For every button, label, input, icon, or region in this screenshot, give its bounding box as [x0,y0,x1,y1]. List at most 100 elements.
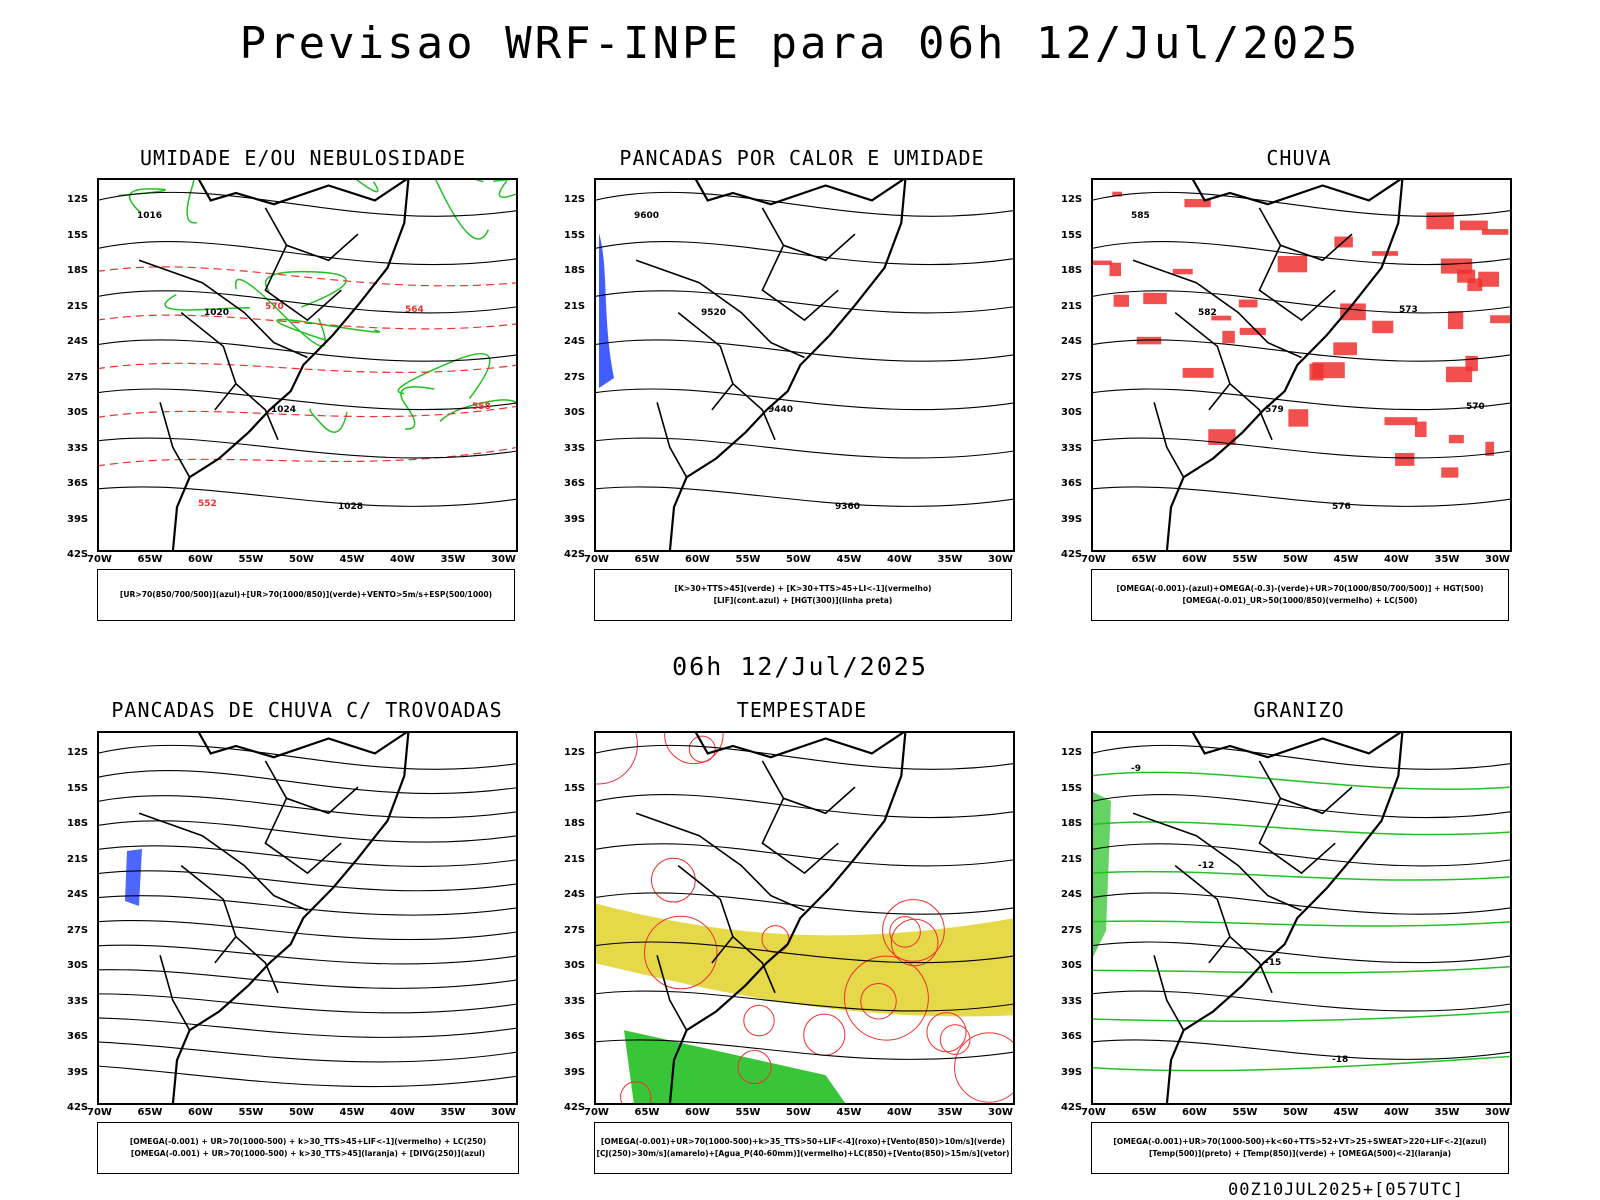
temp850-contour [1091,920,1512,927]
thickness-contour [97,314,518,330]
lat-tick-label: 24S [67,336,89,347]
contour-label: -15 [1265,958,1281,968]
pressure-contour [97,795,518,819]
lon-tick-label: 60W [1182,554,1207,565]
streamline [743,1004,775,1037]
lon-tick-label: 50W [786,554,811,565]
lon-tick-label: 45W [339,1107,365,1118]
lat-tick-label: 12S [564,747,586,758]
contour-label: -12 [1198,861,1214,871]
map-panel-granizo: -9 -12 -15 -18 [1091,731,1512,1105]
humidity-contour [264,270,347,308]
lon-tick-label: 60W [188,554,213,565]
pressure-contour [594,388,1015,411]
precip-cell [1172,268,1193,275]
jet-stream-area [594,903,1015,1017]
panel-title-pancadas-trovoadas: PANCADAS DE CHUVA C/ TROVOADAS [111,698,503,722]
lat-tick-label: 33S [1061,442,1083,454]
map-content: -9 -12 -15 -18 [1091,731,1512,1105]
map-frame [1091,178,1512,552]
pressure-contour [97,241,518,266]
lat-tick-label: 36S [67,1031,89,1042]
streamline [688,735,716,763]
lon-tick-label: 30W [988,1107,1013,1118]
model-run-label: 00Z10JUL2025+[057UTC] [1228,1180,1464,1200]
lat-tick-label: 42S [564,1102,586,1113]
coastline [171,178,410,552]
pressure-contour [1091,1039,1512,1060]
lon-tick-label: 55W [1232,554,1258,565]
lat-tick-label: 30S [564,407,586,418]
precip-cell [1414,421,1427,438]
lat-tick-label: 39S [67,513,89,525]
lat-tick-label: 36S [564,478,586,489]
divergence-area [125,849,142,906]
temp850-contour [1091,771,1512,790]
lat-tick-label: 36S [564,1031,586,1042]
contour-label: 552 [198,499,217,509]
lon-tick-label: 35W [937,1107,963,1118]
lat-tick-label: 12S [564,194,586,205]
panel-title-granizo: GRANIZO [1253,698,1345,722]
lat-tick-label: 21S [67,853,89,865]
lon-tick-label: 55W [238,1107,264,1118]
legend-line: [UR>70(850/700/500)](azul)+[UR>70(1000/8… [119,590,493,599]
precip-cell [1372,320,1394,334]
contour-label: 9520 [701,308,726,318]
humidity-contour [400,386,435,430]
humidity-contour [234,278,326,347]
legend-tempestade: [OMEGA(-0.001)+UR>70(1000-500)+k>35_TTS>… [594,1122,1012,1174]
humidity-contour [493,178,518,198]
temp850-contour [1091,1055,1512,1072]
map-background [1091,178,1512,552]
lat-tick-label: 39S [564,513,586,525]
lat-tick-label: 27S [564,371,586,383]
lon-tick-label: 50W [1283,1107,1308,1118]
pressure-contour [594,794,1015,819]
pressure-contour [1091,191,1512,217]
country-borders [635,207,856,478]
lat-tick-label: 30S [1061,407,1083,418]
precip-cell [1465,355,1478,372]
lon-tick-label: 40W [887,554,912,565]
pressure-contour [97,944,518,965]
page-title: Previsao WRF-INPE para 06h 12/Jul/2025 [239,18,1361,69]
precip-cell [1441,467,1459,478]
contour-label: 1028 [338,502,363,512]
humidity-contour [186,178,198,224]
lon-tick-label: 65W [137,1107,163,1118]
precip-cell [1239,327,1266,336]
lat-tick-label: 42S [564,549,586,560]
lat-tick-label: 42S [1061,549,1083,560]
precip-cell [1333,342,1357,356]
map-content [97,731,518,1105]
map-frame [1091,731,1512,1105]
lon-tick-label: 50W [786,1107,811,1118]
lon-tick-label: 70W [584,554,609,565]
contour-label: -9 [1131,764,1141,774]
legend-line: [CJ(250)>30m/s](amarelo)+[Agua_P(40-60mm… [596,1149,1010,1158]
lat-tick-label: 24S [67,889,89,900]
thickness-contour [97,446,518,467]
lon-tick-label: 50W [289,554,314,565]
lat-tick-label: 21S [67,300,89,312]
lat-tick-label: 36S [67,478,89,489]
precip-cell [1395,453,1415,466]
country-borders [635,760,856,1031]
map-content: 9600 9520 9440 9360 [594,178,1015,552]
map-frame [97,731,518,1105]
precip-cell [1208,429,1236,445]
precip-cell [1211,315,1232,321]
lat-tick-label: 18S [564,818,586,829]
pressure-contour [1091,486,1512,507]
pressure-contour [594,843,1015,867]
streamline [939,1024,971,1055]
streamline [761,925,790,954]
humidity-contour [353,178,379,193]
pressure-contour [97,993,518,1014]
pressure-contour [1091,794,1512,819]
humidity-contour [434,178,490,240]
contour-label: 564 [405,305,424,315]
contour-label: 570 [1466,402,1485,412]
map-panel-pancadas-calor: 9600 9520 9440 9360 [594,178,1015,552]
